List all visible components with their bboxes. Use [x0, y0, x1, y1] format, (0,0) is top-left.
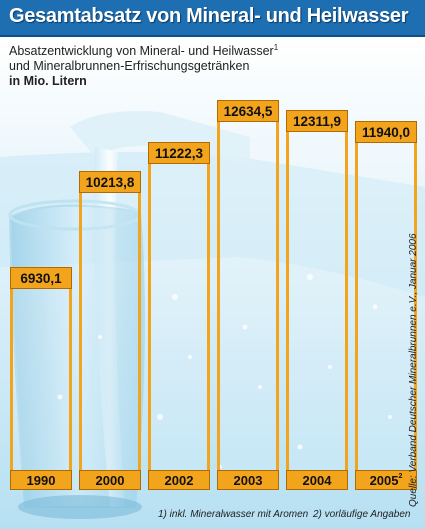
- subtitle-line-1: Absatzentwicklung von Mineral- und Heilw…: [9, 44, 274, 59]
- value-label-2002: 11222,3: [148, 141, 210, 164]
- bar-2000: [79, 171, 141, 470]
- year-label-2004: 2004: [286, 470, 348, 490]
- footnote-2: 2) vorläufige Angaben: [313, 509, 411, 520]
- bubble: [297, 444, 303, 450]
- bubble: [388, 415, 392, 419]
- bubble: [188, 355, 192, 359]
- year-text: 2002: [164, 473, 194, 488]
- value-label-1990: 6930,1: [10, 267, 72, 290]
- value-label-2000: 10213,8: [79, 171, 141, 194]
- subtitle-line-2: und Mineralbrunnen-Erfrischungsgetränken: [9, 59, 250, 74]
- bar-2004: [286, 109, 348, 470]
- value-label-2003: 12634,5: [217, 100, 279, 123]
- bubble: [98, 335, 102, 339]
- year-text: 1990: [26, 473, 56, 488]
- source-note: Quelle: Verband Deutscher Mineralbrunnen…: [408, 233, 419, 507]
- year-text: 2003: [233, 473, 263, 488]
- chart-title: Gesamtabsatz von Mineral- und Heilwasser: [9, 5, 409, 27]
- year-label-2000: 2000: [79, 470, 141, 490]
- bubble: [57, 394, 63, 400]
- header-bar: Gesamtabsatz von Mineral- und Heilwasser: [0, 0, 425, 37]
- bar-2002: [148, 141, 210, 470]
- bubble: [328, 365, 332, 369]
- bar-2003: [217, 100, 279, 470]
- footnote-1: 1) inkl. Mineralwasser mit Aromen: [158, 509, 309, 520]
- year-label-2005: 20052: [355, 470, 417, 490]
- bubble: [372, 304, 378, 310]
- year-text: 2000: [95, 473, 125, 488]
- year-text: 2004: [302, 473, 332, 488]
- value-label-2004: 12311,9: [286, 109, 348, 132]
- unit-label: in Mio. Litern: [9, 74, 87, 89]
- bar-1990: [10, 267, 72, 470]
- bubble: [242, 324, 248, 330]
- chart-subtitle: Absatzentwicklung von Mineral- und Heilw…: [9, 40, 339, 89]
- year-label-1990: 1990: [10, 470, 72, 490]
- bubble: [157, 414, 163, 420]
- subtitle-footnote-marker: 1: [273, 43, 279, 52]
- year-label-2002: 2002: [148, 470, 210, 490]
- bubble: [258, 385, 262, 389]
- year-footnote-marker: 2: [398, 473, 403, 480]
- value-label-2005: 11940,0: [355, 120, 417, 143]
- glass-base: [18, 495, 142, 519]
- year-text: 2005: [369, 473, 399, 488]
- bar-2005: [355, 120, 417, 470]
- bubble: [307, 274, 313, 280]
- bubble: [172, 294, 178, 300]
- year-label-2003: 2003: [217, 470, 279, 490]
